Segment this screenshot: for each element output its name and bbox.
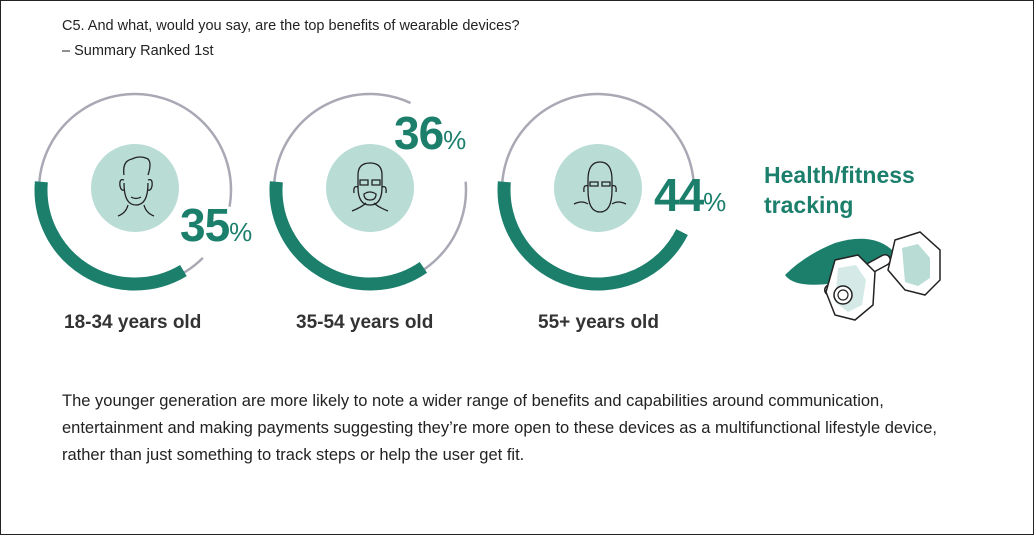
question-line-2: – Summary Ranked 1st	[62, 43, 214, 59]
question-line-1: C5. And what, would you say, are the top…	[62, 18, 520, 34]
ring-value-arc	[34, 181, 187, 291]
face-background	[91, 144, 179, 232]
age-label-35-54: 35-54 years old	[296, 312, 434, 333]
percent-symbol: %	[443, 125, 467, 155]
face-background	[326, 144, 414, 232]
percent-symbol: %	[229, 217, 253, 247]
young-man-face-icon	[117, 156, 155, 217]
ring-value-arc	[269, 181, 428, 291]
ring-value-arc	[497, 181, 688, 291]
face-background	[554, 144, 642, 232]
percent-value: 35	[180, 199, 230, 251]
dumbbell-icon	[785, 231, 941, 321]
percent-35-54: 36%	[394, 106, 466, 160]
percent-value: 36	[394, 107, 444, 159]
benefit-line-2: tracking	[764, 192, 854, 218]
percent-value: 44	[654, 169, 704, 221]
percent-55-plus: 44%	[654, 168, 726, 222]
older-man-glasses-beard-face-icon	[573, 161, 627, 213]
benefit-line-1: Health/fitness	[764, 162, 915, 188]
bearded-man-glasses-face-icon	[351, 162, 389, 212]
summary-paragraph: The younger generation are more likely t…	[62, 392, 937, 464]
percent-18-34: 35%	[180, 198, 252, 252]
percent-symbol: %	[703, 187, 727, 217]
question-text: C5. And what, would you say, are the top…	[62, 14, 520, 64]
age-label-55-plus: 55+ years old	[538, 312, 659, 333]
benefit-title: Health/fitness tracking	[764, 160, 915, 220]
age-label-18-34: 18-34 years old	[64, 312, 202, 333]
